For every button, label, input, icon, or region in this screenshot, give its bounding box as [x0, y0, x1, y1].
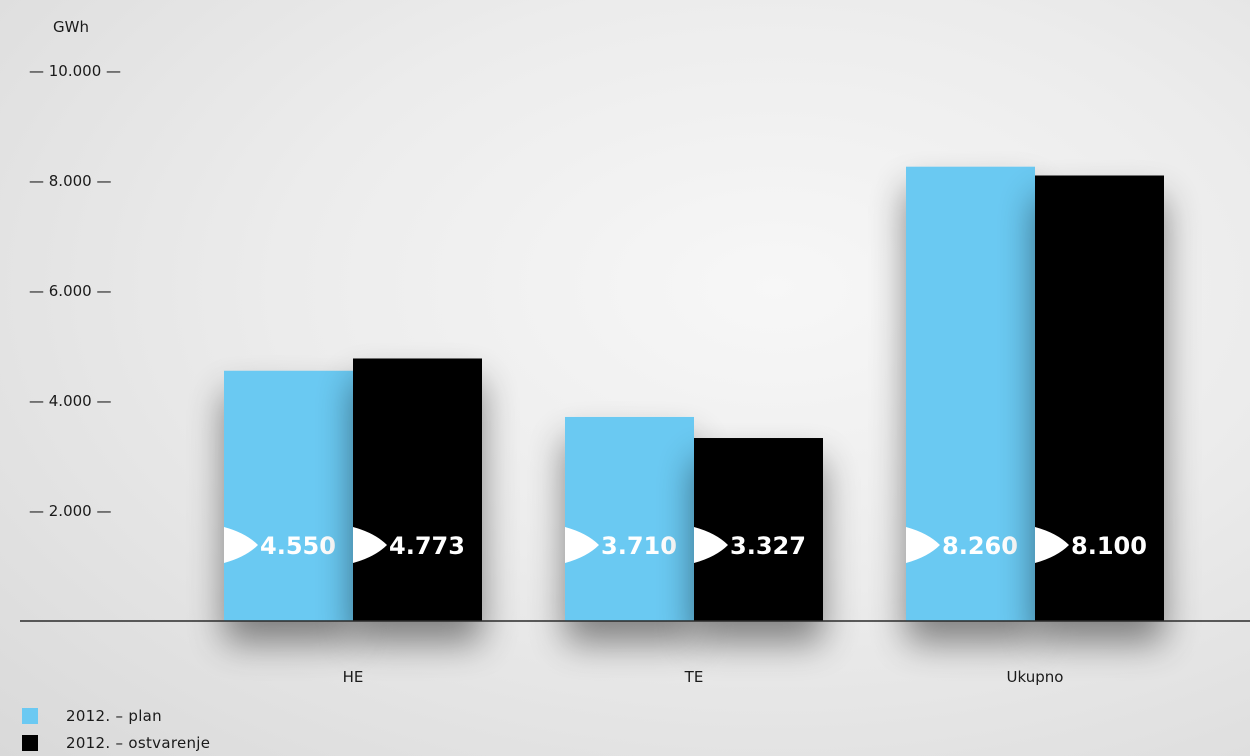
y-tick-label: — 4.000 — — [29, 392, 111, 410]
bar-he-ostvarenje — [353, 358, 482, 621]
legend-label-ostvarenje: 2012. – ostvarenje — [66, 733, 211, 752]
bar-te-plan — [565, 416, 694, 621]
bar-value-label: 4.550 — [260, 532, 336, 560]
value-marker-icon — [353, 527, 387, 563]
bar-value-label: 8.260 — [942, 532, 1018, 560]
value-marker-icon — [224, 527, 258, 563]
bar-value-label: 3.710 — [601, 532, 677, 560]
bars-group: 4.550 4.773 3.710 3.327 8.260 8.100 — [224, 166, 1164, 621]
bar-chart: GWh — 2.000 — — 4.000 — — 6.000 — — 8.000 —… — [20, 18, 1250, 686]
x-category-label: Ukupno — [1007, 668, 1064, 686]
legend-swatch-ostvarenje — [22, 734, 38, 751]
y-axis-unit-label: GWh — [53, 18, 89, 36]
y-axis-ticks: — 2.000 — — 4.000 — — 6.000 — — 8.000 — — 10… — [29, 62, 121, 520]
legend: 2012. – plan 2012. – ostvarenje — [22, 702, 210, 756]
bar-value-label: 4.773 — [389, 532, 465, 560]
y-tick-label: — 6.000 — — [29, 282, 111, 300]
value-marker-icon — [694, 527, 728, 563]
value-marker-icon — [565, 527, 599, 563]
value-marker-icon — [1035, 527, 1069, 563]
x-category-label: TE — [684, 668, 704, 686]
x-category-label: HE — [343, 668, 364, 686]
y-tick-label: — 8.000 — — [29, 172, 111, 190]
y-tick-label: — 2.000 — — [29, 502, 111, 520]
legend-label-plan: 2012. – plan — [66, 706, 162, 725]
x-axis-categories: HE TE Ukupno — [343, 668, 1064, 686]
bar-value-label: 3.327 — [730, 532, 806, 560]
value-marker-icon — [906, 527, 940, 563]
legend-item-ostvarenje: 2012. – ostvarenje — [22, 729, 210, 756]
bar-value-label: 8.100 — [1071, 532, 1147, 560]
y-tick-label: — 10.000 — — [29, 62, 121, 80]
bar-te-ostvarenje — [694, 438, 823, 621]
bar-he-plan — [224, 370, 353, 621]
legend-item-plan: 2012. – plan — [22, 702, 210, 729]
legend-swatch-plan — [22, 707, 38, 724]
